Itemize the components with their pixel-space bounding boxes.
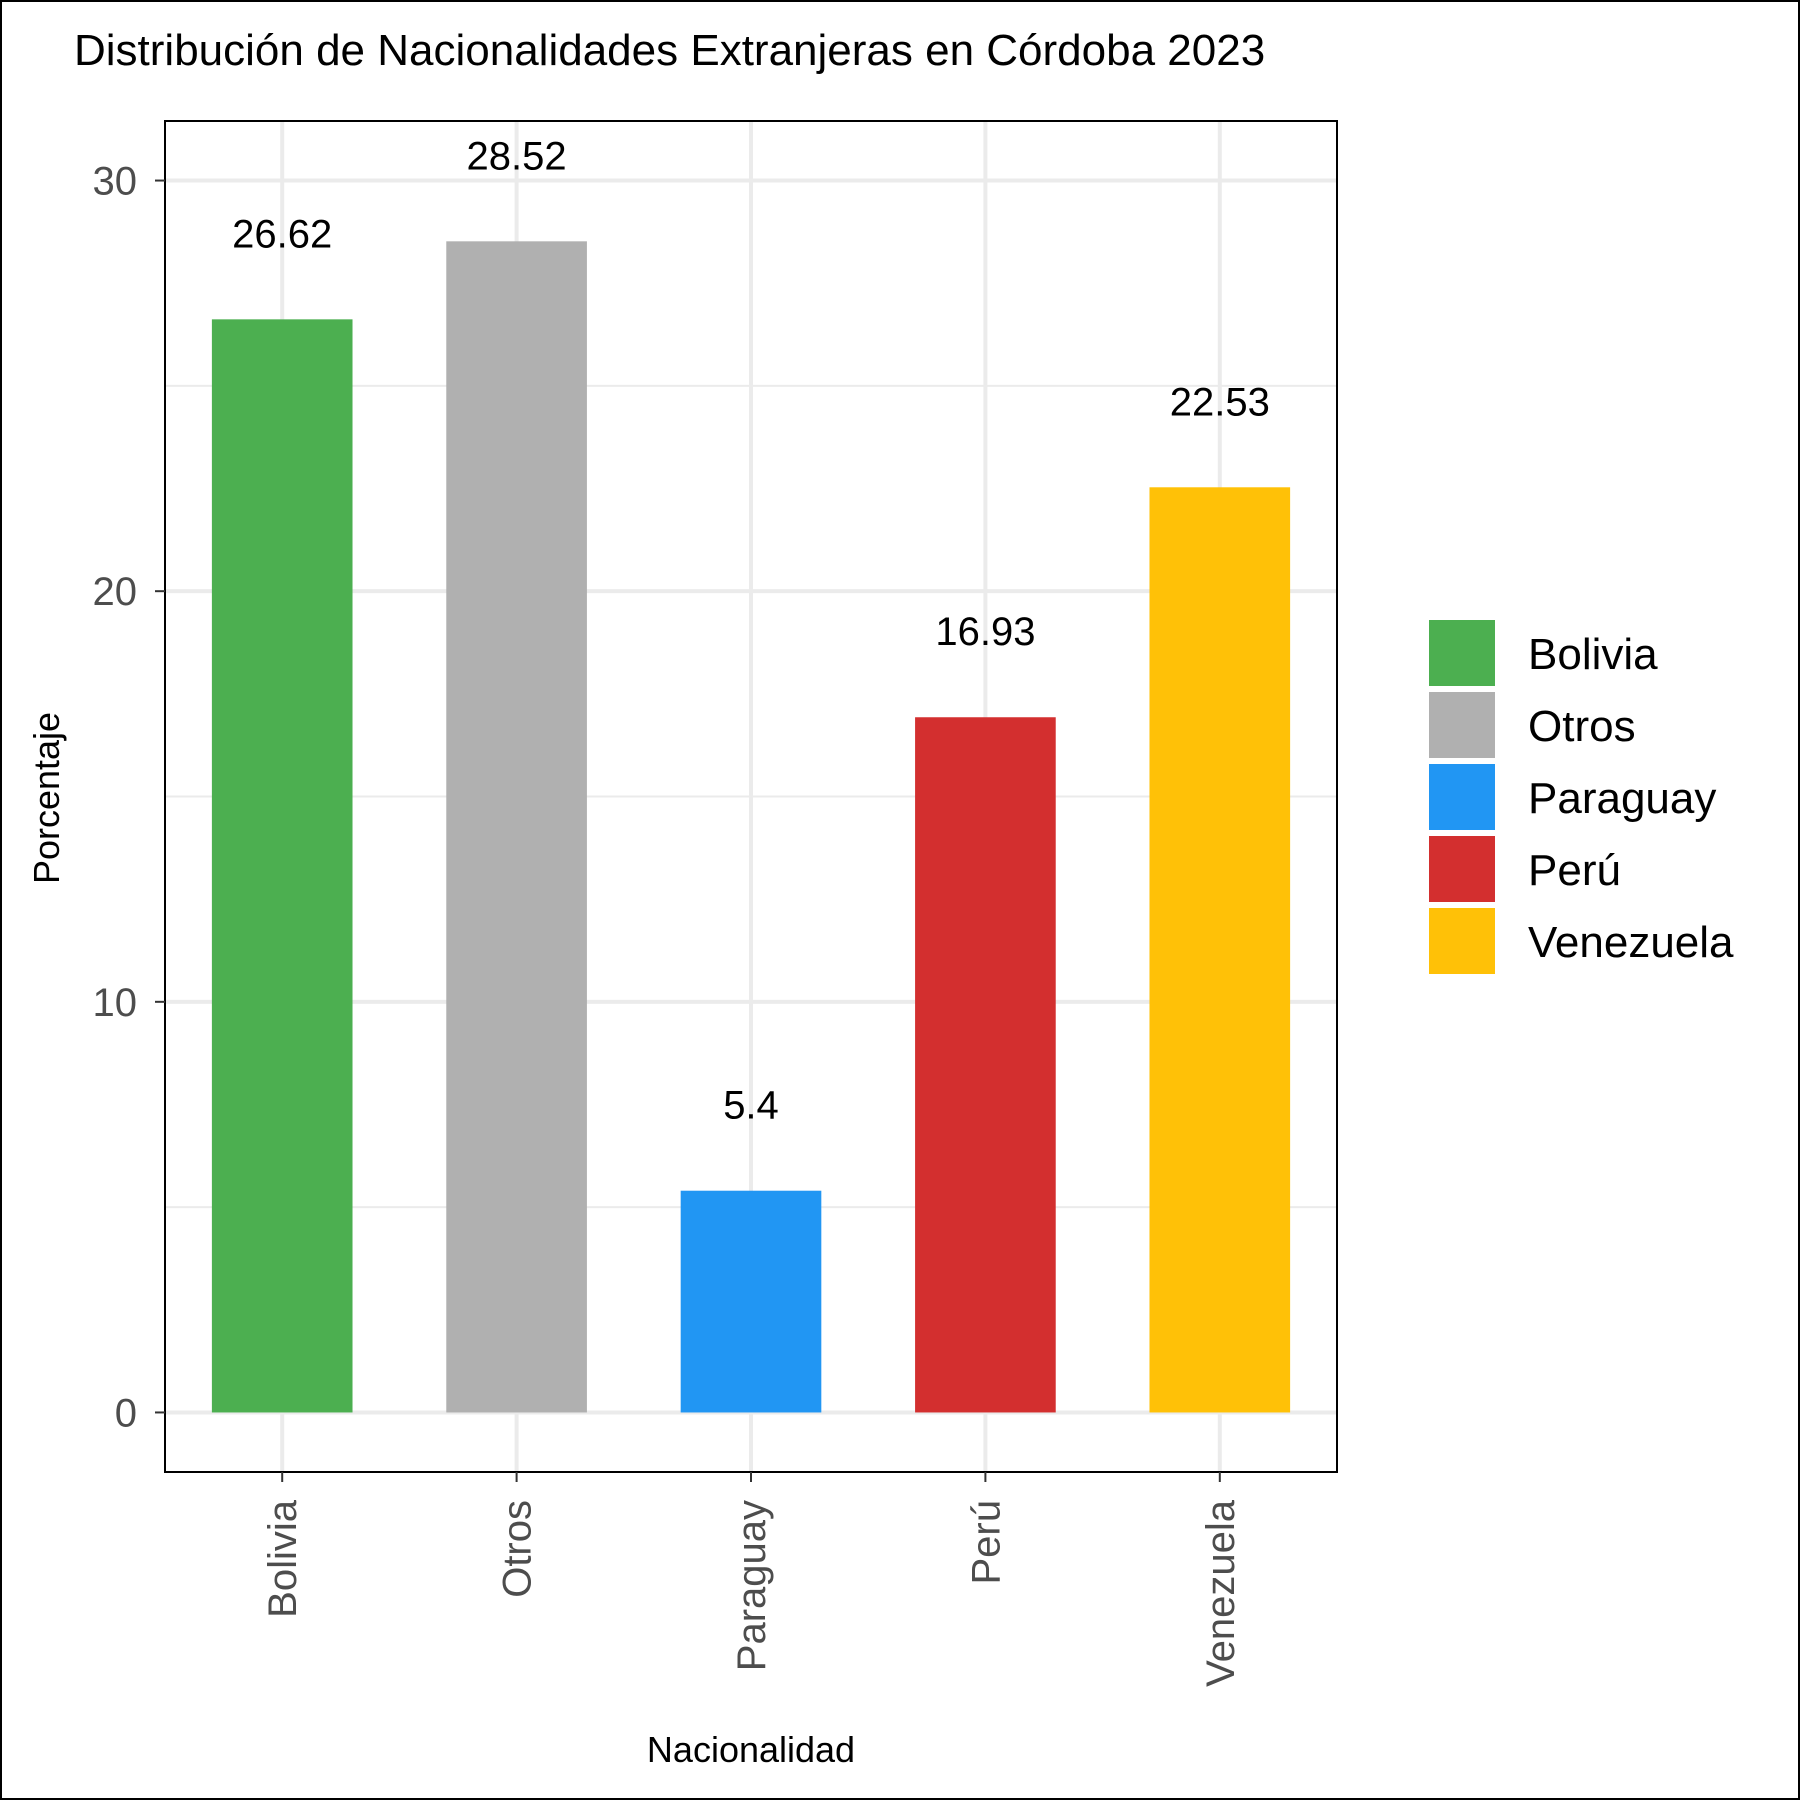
legend-label: Bolivia [1528, 630, 1658, 679]
bar-otros [446, 241, 587, 1413]
bars [211, 241, 1291, 1413]
y-axis-title: Porcentaje [26, 712, 67, 884]
legend-label: Venezuela [1528, 918, 1734, 967]
bar-venezuela [1149, 487, 1291, 1413]
x-tick-label: Venezuela [1199, 1499, 1243, 1687]
x-tick-label: Paraguay [730, 1500, 774, 1671]
y-tick-label: 10 [93, 981, 138, 1025]
data-label-peru: 16.93 [935, 610, 1035, 654]
x-axis-ticks: Bolivia Otros Paraguay Perú Venezuela [261, 1472, 1243, 1687]
data-labels: 26.62 28.52 5.4 16.93 22.53 [232, 134, 1270, 1127]
legend-key [1429, 620, 1495, 686]
data-label-bolivia: 26.62 [232, 212, 332, 256]
data-label-otros: 28.52 [467, 134, 567, 178]
x-tick-label: Otros [496, 1500, 540, 1598]
data-label-venezuela: 22.53 [1170, 380, 1270, 424]
x-tick-label: Perú [964, 1500, 1008, 1585]
chart-title: Distribución de Nacionalidades Extranjer… [74, 26, 1265, 75]
bar-bolivia [211, 319, 353, 1413]
bar-paraguay [680, 1190, 822, 1413]
legend-label: Otros [1528, 702, 1636, 751]
y-tick-label: 30 [93, 160, 138, 204]
legend-key [1429, 836, 1495, 902]
legend-key [1429, 764, 1495, 830]
legend-key [1429, 692, 1495, 758]
x-tick-label: Bolivia [261, 1499, 305, 1618]
x-axis-title: Nacionalidad [647, 1729, 855, 1770]
legend: Bolivia Otros Paraguay Perú Venezuela [1429, 620, 1734, 974]
bar-peru [915, 717, 1056, 1413]
y-axis-ticks: 0 10 20 30 [93, 160, 165, 1435]
y-tick-label: 0 [115, 1391, 137, 1435]
legend-label: Perú [1528, 846, 1621, 895]
data-label-paraguay: 5.4 [723, 1084, 779, 1128]
legend-label: Paraguay [1528, 774, 1716, 823]
y-tick-label: 20 [93, 570, 138, 614]
legend-key [1429, 908, 1495, 974]
